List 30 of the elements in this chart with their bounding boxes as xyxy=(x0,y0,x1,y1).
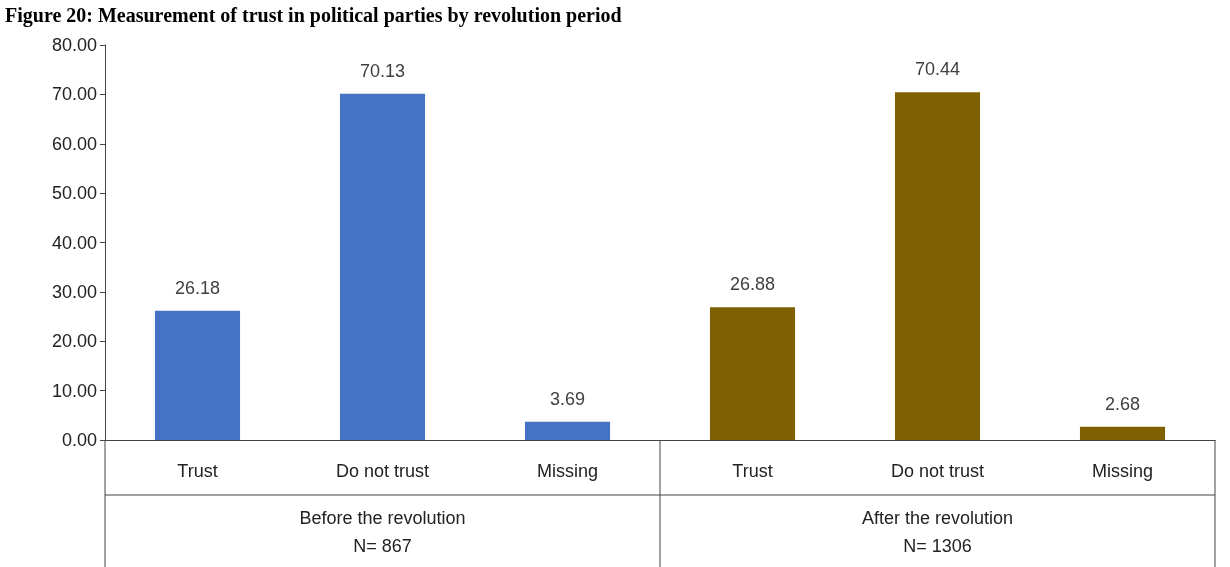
y-tick-label: 20.00 xyxy=(51,331,97,352)
y-tick-label: 10.00 xyxy=(51,380,97,401)
y-tick-label: 30.00 xyxy=(51,281,97,302)
x-tick-label: Missing xyxy=(536,461,599,481)
y-tick-label: 70.00 xyxy=(51,84,97,105)
data-label: 26.88 xyxy=(729,274,776,295)
chart-title: Figure 20: Measurement of trust in political parties by revolution period xyxy=(5,4,622,27)
text: After the revolution N= 1306 xyxy=(861,508,1014,556)
y-tick-label: 80.00 xyxy=(51,35,97,55)
data-label: 70.13 xyxy=(359,60,406,81)
x-tick-label: Trust xyxy=(732,461,773,481)
bar xyxy=(339,93,426,440)
x-tick-label: Do not trust xyxy=(890,461,985,481)
y-tick-label: 0.00 xyxy=(61,430,97,450)
data-label: 3.69 xyxy=(549,388,586,409)
bar xyxy=(154,310,241,440)
data-label: 2.68 xyxy=(1104,393,1141,414)
x-tick-label: Do not trust xyxy=(335,461,430,481)
text: Before the revolution N= 867 xyxy=(299,508,466,556)
bar xyxy=(524,421,611,440)
bar xyxy=(894,92,981,440)
y-tick-label: 50.00 xyxy=(51,183,97,204)
x-tick-label: Missing xyxy=(1091,461,1154,481)
data-label: 26.18 xyxy=(174,277,221,298)
bar xyxy=(1079,426,1166,440)
data-label: 70.44 xyxy=(914,59,961,80)
y-tick-label: 40.00 xyxy=(51,232,97,253)
x-tick-label: Trust xyxy=(177,461,218,481)
bar xyxy=(709,307,796,440)
y-tick-label: 60.00 xyxy=(51,133,97,154)
